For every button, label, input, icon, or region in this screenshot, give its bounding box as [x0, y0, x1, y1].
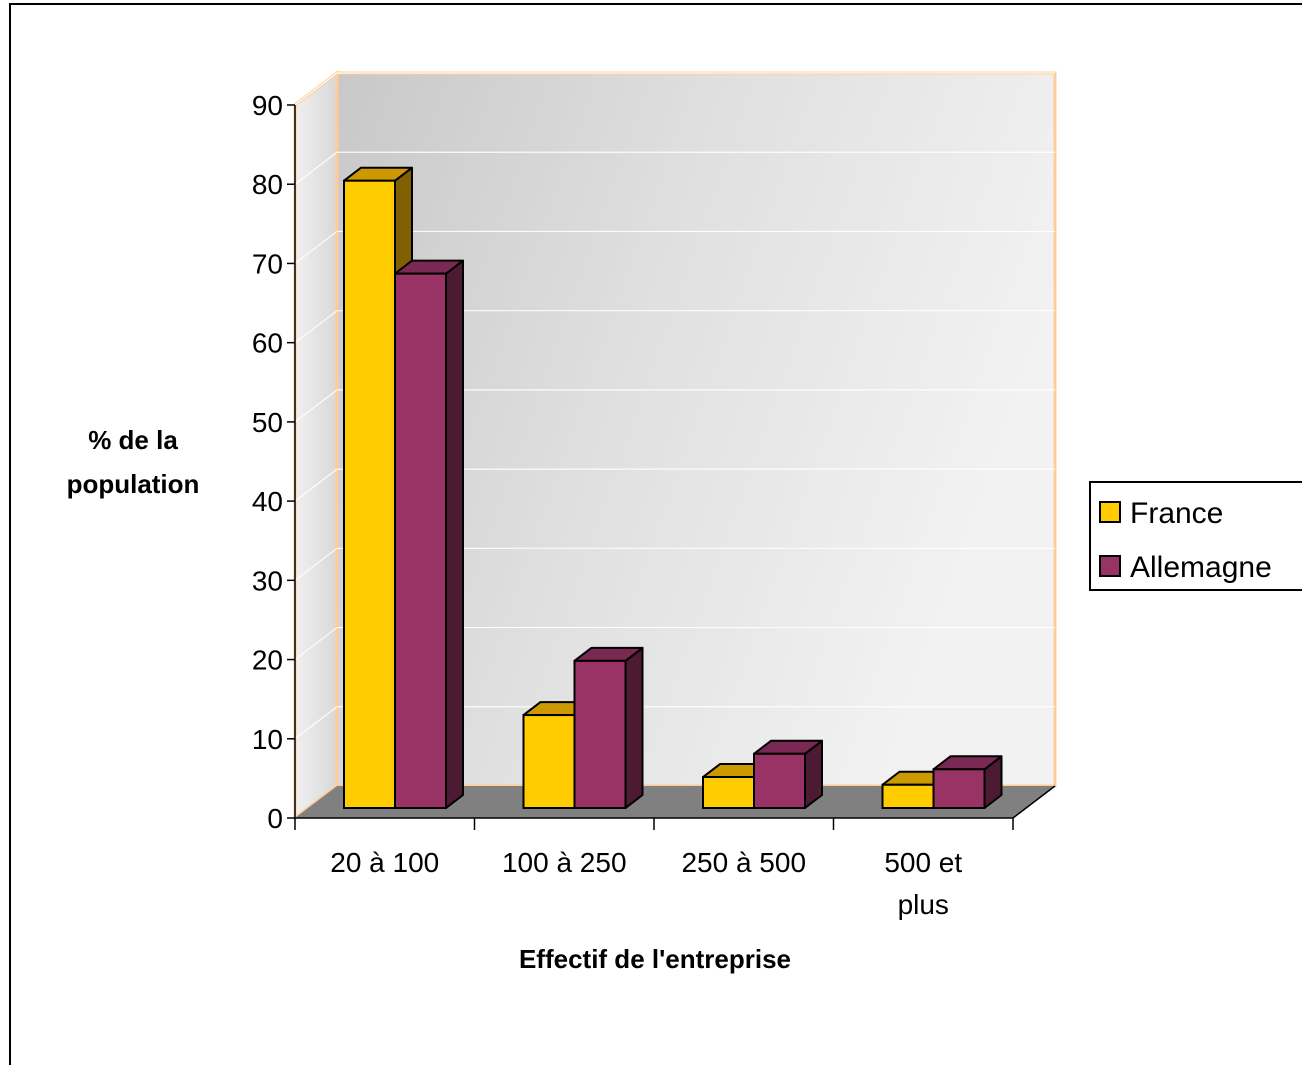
- y-tick-label-80: 80: [252, 169, 283, 200]
- y-tick-label-70: 70: [252, 248, 283, 279]
- chart-floor: [295, 786, 1055, 818]
- side-wall: [293, 69, 339, 822]
- side-gridline-50: [294, 389, 338, 423]
- bar-allemagne-100-a-250-side: [624, 646, 644, 809]
- x-tick-label-500-et-plus-line-1: 500 et: [884, 847, 962, 878]
- chart-border: [9, 3, 1302, 1070]
- legend-swatch-allemagne: [1099, 555, 1121, 577]
- floor-edge-line: [1012, 785, 1056, 819]
- bar-allemagne-500-et-plus-front: [932, 768, 986, 809]
- y-tick-label-90: 90: [252, 90, 283, 121]
- bar-france-100-a-250-front: [522, 714, 576, 809]
- bar-france-250-a-500-front: [702, 776, 755, 809]
- y-tick-label-60: 60: [252, 328, 283, 359]
- side-gridline-30: [294, 547, 338, 581]
- side-gridline-90: [294, 72, 338, 106]
- y-tick-label-0: 0: [267, 803, 283, 834]
- x-tick-label-20-a-100: 20 à 100: [330, 847, 439, 878]
- legend: France Allemagne: [1089, 481, 1302, 591]
- legend-label-france: France: [1130, 497, 1223, 530]
- y-tick-label-30: 30: [252, 565, 283, 596]
- y-tick-label-20: 20: [252, 645, 283, 676]
- bar-allemagne-250-a-500-front: [753, 752, 806, 809]
- bar-allemagne-20-a-100-front: [394, 272, 447, 809]
- side-gridline-80: [294, 151, 338, 185]
- y-axis-title-line-2: population: [67, 469, 200, 499]
- y-axis-title-line-1: % de la: [88, 425, 178, 455]
- x-tick-labels: 20 à 100 100 à 250 250 à 500 500 et plus: [330, 847, 962, 920]
- bars: [343, 166, 1003, 809]
- y-tick-label-40: 40: [252, 486, 283, 517]
- side-gridline-20: [294, 627, 338, 661]
- side-gridline-60: [294, 310, 338, 344]
- bar-france-20-a-100-front: [343, 179, 396, 809]
- side-gridline-10: [294, 706, 338, 740]
- legend-label-allemagne: Allemagne: [1130, 551, 1272, 584]
- legend-box: [1089, 481, 1302, 591]
- x-tick-label-500-et-plus-line-2: plus: [898, 889, 949, 920]
- bar-allemagne-250-a-500: [753, 739, 823, 809]
- x-axis-title: Effectif de l'entreprise: [519, 944, 791, 974]
- bar-allemagne-20-a-100-side: [445, 259, 464, 809]
- side-gridline-40: [294, 468, 338, 502]
- bar-allemagne-100-a-250: [573, 646, 644, 809]
- axes: [287, 104, 1056, 830]
- x-tick-label-100-a-250: 100 à 250: [502, 847, 627, 878]
- side-gridline-70: [294, 230, 338, 264]
- legend-swatch-france: [1099, 501, 1121, 523]
- y-tick-label-10: 10: [252, 724, 283, 755]
- bar-france-500-et-plus-front: [881, 783, 935, 809]
- y-tick-label-50: 50: [252, 407, 283, 438]
- y-tick-labels: 0 10 20 30 40 50 60 70 80 90: [252, 90, 283, 834]
- bar-allemagne-20-a-100: [394, 259, 464, 809]
- x-tick-label-250-a-500: 250 à 500: [681, 847, 806, 878]
- bar-allemagne-100-a-250-front: [573, 659, 627, 809]
- bar-allemagne-500-et-plus: [932, 755, 1003, 809]
